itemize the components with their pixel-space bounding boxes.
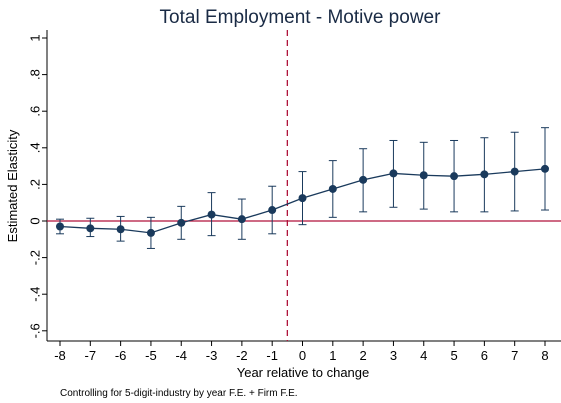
- data-point: [56, 222, 64, 231]
- x-tick-label: -2: [236, 348, 248, 363]
- data-point: [389, 169, 398, 178]
- y-tick-label: 0: [27, 217, 42, 224]
- x-tick-label: 4: [420, 348, 427, 363]
- data-point: [541, 164, 549, 173]
- y-tick-label: 1: [27, 34, 42, 41]
- x-tick-label: -3: [206, 348, 218, 363]
- y-tick-label: .2: [27, 179, 42, 190]
- chart-note: Controlling for 5-digit-industry by year…: [60, 388, 298, 399]
- x-tick-label: 8: [541, 348, 548, 363]
- data-point: [146, 228, 155, 237]
- x-tick-label: -4: [175, 348, 187, 363]
- x-tick-label: -7: [85, 348, 97, 363]
- y-tick-label: .8: [27, 69, 42, 80]
- plot-area: -.6 -.4 -.2 0 .2 .4 .6 .8 1 -8 -7 -6 -5 -4 -3 -2 -1 0 1 2 3 4…: [27, 30, 561, 363]
- data-point: [116, 225, 125, 234]
- x-tick-label: 1: [329, 348, 336, 363]
- x-tick-label: -5: [145, 348, 157, 363]
- x-tick-label: 0: [299, 348, 306, 363]
- x-tick-label: 2: [360, 348, 367, 363]
- data-point: [419, 171, 428, 180]
- x-tick-label: -6: [115, 348, 127, 363]
- x-tick-label: 5: [450, 348, 457, 363]
- x-axis-label: Year relative to change: [237, 365, 370, 380]
- data-point: [86, 224, 95, 233]
- y-tick-label: -.2: [27, 250, 42, 265]
- chart-title: Total Employment - Motive power: [160, 7, 442, 28]
- data-point: [510, 167, 519, 176]
- data-point: [207, 210, 216, 219]
- x-tick-label: -1: [266, 348, 278, 363]
- x-tick-label: 7: [511, 348, 518, 363]
- y-tick-label: .4: [27, 142, 42, 153]
- data-point: [359, 175, 368, 184]
- y-tick-label: -.4: [27, 287, 42, 302]
- y-tick-label: .6: [27, 106, 42, 117]
- data-point: [237, 215, 246, 224]
- y-tick-label: -.6: [27, 323, 42, 338]
- x-tick-label: 6: [481, 348, 488, 363]
- data-point: [298, 194, 307, 203]
- x-tick-label: -8: [54, 348, 66, 363]
- data-point: [328, 184, 337, 193]
- data-point: [177, 218, 186, 227]
- data-point: [268, 206, 277, 215]
- x-tick-label: 3: [390, 348, 397, 363]
- data-point: [450, 172, 459, 181]
- data-point: [480, 170, 489, 179]
- y-axis-label: Estimated Elasticity: [5, 129, 20, 242]
